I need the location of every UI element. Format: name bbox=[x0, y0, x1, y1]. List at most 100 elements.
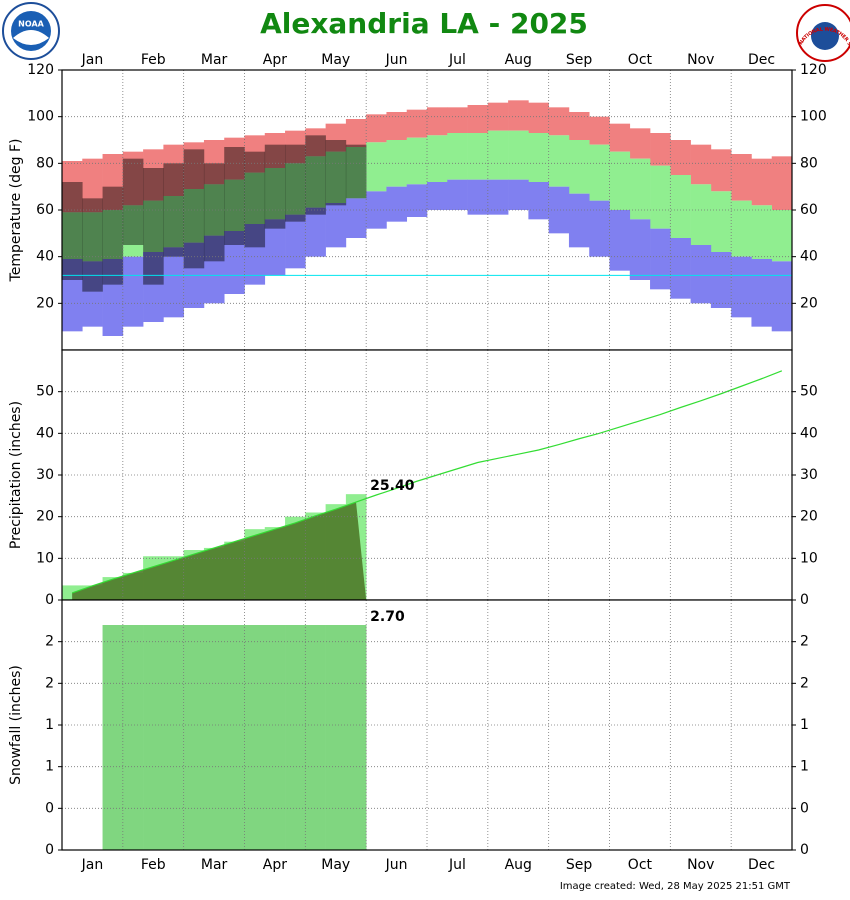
range-bar bbox=[447, 179, 468, 210]
y-tick-label: 0 bbox=[800, 842, 809, 858]
range-bar bbox=[163, 247, 184, 318]
range-bar bbox=[345, 198, 367, 238]
range-bar bbox=[325, 203, 347, 248]
range-bar bbox=[386, 112, 408, 140]
range-bar bbox=[305, 207, 326, 257]
y-tick-label: 80 bbox=[36, 155, 54, 171]
range-bar bbox=[285, 163, 306, 215]
x-tick-label: Mar bbox=[201, 857, 228, 873]
x-tick-label: Nov bbox=[687, 52, 714, 68]
chart-title: Alexandria LA - 2025 bbox=[260, 7, 588, 40]
range-bar bbox=[690, 184, 712, 245]
y-tick-label: 30 bbox=[36, 467, 54, 483]
range-bar bbox=[690, 144, 712, 185]
y-tick-label: 50 bbox=[36, 384, 54, 400]
bar bbox=[244, 625, 266, 850]
range-bar bbox=[143, 252, 164, 322]
range-bar bbox=[771, 261, 793, 332]
footer: Image created: Wed, 28 May 2025 21:51 GM… bbox=[560, 881, 791, 892]
range-bar bbox=[650, 165, 671, 229]
y-axis-title: Temperature (deg F) bbox=[8, 139, 24, 283]
range-bar bbox=[62, 212, 83, 259]
range-bar bbox=[508, 179, 529, 210]
y-tick-label: 100 bbox=[800, 109, 827, 125]
range-bar bbox=[589, 144, 610, 201]
x-tick-label: Jan bbox=[81, 52, 104, 68]
bar bbox=[183, 625, 205, 850]
y-tick-label: 1 bbox=[800, 759, 809, 775]
panel: 20 20 40 40 60 60 80 80 100 100 120 120 Temperature … bbox=[8, 52, 827, 351]
y-tick-label: 0 bbox=[45, 592, 54, 608]
range-bar bbox=[264, 168, 286, 220]
y-tick-label: 2 bbox=[800, 675, 809, 691]
y-tick-label: 1 bbox=[45, 759, 54, 775]
range-bar bbox=[528, 133, 549, 182]
range-bar bbox=[690, 245, 712, 304]
range-bar bbox=[406, 184, 428, 217]
x-tick-label: May bbox=[321, 52, 350, 68]
range-bar bbox=[568, 140, 590, 194]
range-bar bbox=[366, 114, 387, 143]
x-tick-label: Apr bbox=[263, 857, 287, 873]
x-tick-label: Mar bbox=[201, 52, 228, 68]
panel: 25.40 0 0 10 10 20 20 30 30 40 40 50 50 Precipitation… bbox=[8, 349, 818, 608]
y-tick-label: 2 bbox=[45, 634, 54, 650]
x-tick-label: Oct bbox=[628, 52, 653, 68]
y-tick-label: 20 bbox=[800, 509, 818, 525]
range-bar bbox=[589, 200, 610, 257]
range-bar bbox=[102, 186, 124, 285]
range-bar bbox=[62, 259, 83, 332]
range-bar bbox=[224, 179, 245, 231]
range-bar bbox=[386, 140, 408, 187]
y-axis-title: Snowfall (inches) bbox=[8, 665, 24, 785]
y-tick-label: 20 bbox=[36, 509, 54, 525]
range-bar bbox=[406, 109, 428, 138]
range-bar bbox=[345, 119, 367, 147]
y-tick-label: 60 bbox=[36, 202, 54, 218]
x-tick-label: May bbox=[321, 857, 350, 873]
range-bar bbox=[82, 261, 103, 327]
y-tick-label: 0 bbox=[800, 592, 809, 608]
range-bar bbox=[487, 130, 509, 180]
range-bar bbox=[771, 210, 793, 262]
bar bbox=[305, 625, 326, 850]
range-bar bbox=[710, 149, 732, 192]
range-bar bbox=[751, 205, 773, 259]
range-bar bbox=[325, 123, 347, 152]
range-bar bbox=[82, 158, 103, 213]
range-bar bbox=[305, 135, 326, 215]
range-bar bbox=[345, 144, 367, 199]
y-tick-label: 10 bbox=[36, 550, 54, 566]
y-tick-label: 1 bbox=[45, 717, 54, 733]
plot-frame bbox=[61, 599, 793, 851]
range-bar bbox=[183, 189, 205, 243]
range-bar bbox=[386, 186, 408, 222]
range-bar bbox=[548, 186, 570, 234]
normal-line bbox=[71, 370, 783, 594]
y-tick-label: 80 bbox=[800, 155, 818, 171]
range-bar bbox=[143, 149, 164, 201]
x-tick-label: Apr bbox=[263, 52, 287, 68]
range-bar bbox=[548, 135, 570, 187]
range-bar bbox=[609, 123, 631, 152]
y-axis-title: Precipitation (inches) bbox=[8, 401, 24, 549]
bar bbox=[285, 625, 306, 850]
range-bar bbox=[82, 198, 103, 292]
range-bar bbox=[122, 158, 144, 245]
x-tick-label: Dec bbox=[748, 857, 775, 873]
y-tick-label: 1 bbox=[800, 717, 809, 733]
range-bar bbox=[731, 256, 752, 318]
range-bar bbox=[548, 107, 570, 136]
panel: 2.70 0 0 0 0 1 1 1 1 2 2 2 2 Snowfall (inches) Jan Feb M… bbox=[8, 599, 809, 873]
x-tick-label: Jun bbox=[385, 857, 408, 873]
range-bar bbox=[244, 135, 266, 173]
range-bar bbox=[285, 130, 306, 164]
normal-overlap-area bbox=[72, 502, 367, 600]
range-bar bbox=[264, 144, 286, 229]
range-bar bbox=[751, 259, 773, 327]
range-bar bbox=[224, 147, 245, 245]
range-bar bbox=[305, 156, 326, 208]
range-bar bbox=[203, 184, 225, 236]
range-bar bbox=[285, 214, 306, 269]
range-bar bbox=[366, 191, 387, 229]
